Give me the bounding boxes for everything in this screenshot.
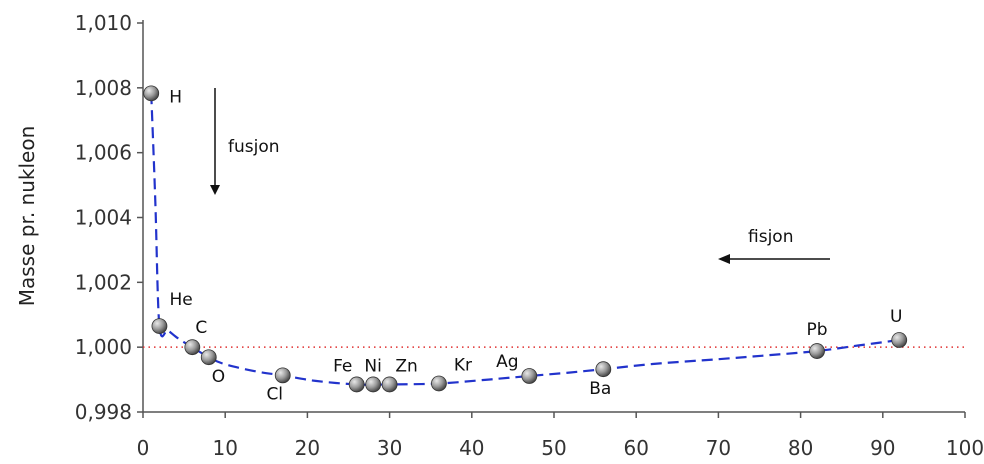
y-axis-ticks: 0,998 1,000 1,002 1,004 1,006 1,008 1,010 bbox=[75, 11, 143, 424]
data-points bbox=[143, 85, 908, 393]
data-point-labels: H HeC O Cl Fe Ni Zn Kr Ag Ba Pb U bbox=[169, 87, 902, 404]
data-point-ba bbox=[595, 361, 612, 378]
x-tick-label: 70 bbox=[706, 436, 731, 460]
x-tick-label: 10 bbox=[212, 436, 237, 460]
point-label-he: He bbox=[169, 290, 192, 310]
data-point-cl bbox=[274, 367, 291, 384]
trend-curve bbox=[150, 93, 900, 386]
x-tick-label: 0 bbox=[137, 436, 150, 460]
point-label-o: O bbox=[212, 367, 225, 387]
x-tick-label: 90 bbox=[870, 436, 895, 460]
data-point-h bbox=[143, 85, 160, 102]
x-tick-label: 20 bbox=[295, 436, 320, 460]
data-point-kr bbox=[431, 375, 447, 392]
point-label-zn: Zn bbox=[395, 356, 417, 376]
data-point-o bbox=[200, 349, 217, 366]
fission-arrowhead-icon bbox=[718, 254, 730, 264]
point-label-kr: Kr bbox=[454, 355, 472, 375]
y-tick-label: 1,002 bbox=[75, 270, 132, 294]
point-label-h: H bbox=[169, 87, 182, 107]
y-tick-label: 1,004 bbox=[75, 206, 132, 230]
y-tick-label: 1,006 bbox=[75, 141, 132, 165]
x-tick-label: 40 bbox=[459, 436, 484, 460]
point-label-u: U bbox=[890, 307, 902, 327]
data-point-he bbox=[151, 318, 168, 334]
data-point-zn bbox=[381, 376, 398, 393]
x-tick-label: 100 bbox=[946, 436, 984, 460]
y-tick-label: 0,998 bbox=[75, 400, 132, 424]
x-tick-label: 50 bbox=[541, 436, 566, 460]
x-tick-label: 80 bbox=[788, 436, 813, 460]
y-tick-label: 1,010 bbox=[75, 11, 132, 35]
point-label-ba: Ba bbox=[589, 379, 611, 399]
x-tick-label: 30 bbox=[377, 436, 402, 460]
x-axis-ticks: 0 10 20 30 40 50 60 70 80 90 100 bbox=[137, 412, 984, 460]
data-point-ag bbox=[521, 368, 538, 384]
fission-annotation: fisjon bbox=[718, 227, 830, 264]
y-tick-label: 1,000 bbox=[75, 335, 132, 359]
point-label-ni: Ni bbox=[364, 356, 381, 376]
point-label-ag: Ag bbox=[496, 352, 518, 372]
data-point-fe bbox=[348, 376, 365, 393]
point-label-cl: Cl bbox=[266, 384, 283, 404]
fusion-annotation: fusjon bbox=[210, 88, 280, 195]
fission-label: fisjon bbox=[748, 227, 793, 247]
data-point-pb bbox=[809, 343, 825, 359]
data-point-ni bbox=[365, 376, 382, 393]
point-label-fe: Fe bbox=[333, 356, 352, 376]
fusion-label: fusjon bbox=[228, 137, 280, 157]
fusion-arrowhead-icon bbox=[210, 185, 220, 195]
x-tick-label: 60 bbox=[623, 436, 648, 460]
point-label-c: C bbox=[195, 318, 207, 338]
data-point-c bbox=[184, 339, 201, 356]
point-label-pb: Pb bbox=[807, 320, 828, 340]
y-tick-label: 1,008 bbox=[75, 76, 132, 100]
y-axis-title: Masse pr. nukleon bbox=[15, 126, 39, 307]
data-point-u bbox=[891, 332, 908, 348]
